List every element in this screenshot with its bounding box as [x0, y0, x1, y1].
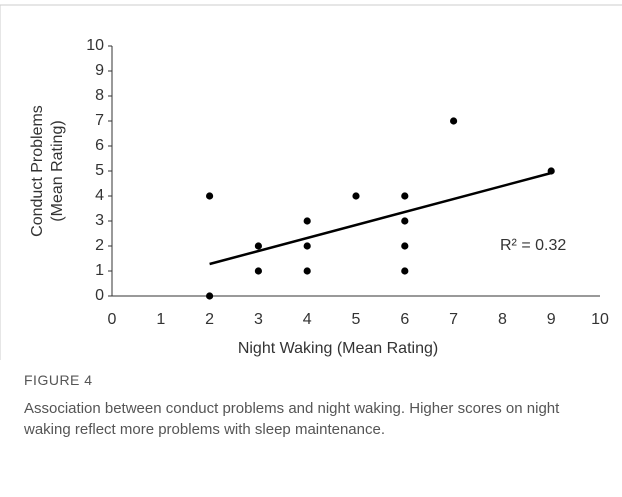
y-tick-label: 2 [95, 237, 104, 254]
x-tick-label: 10 [591, 311, 609, 328]
point [254, 267, 262, 275]
x-tick-label: 6 [400, 311, 409, 328]
y-tick-label: 4 [95, 187, 104, 204]
caption-text: Association between conduct problems and… [24, 400, 560, 438]
y-tick-label: 8 [95, 87, 104, 104]
caption-label: FIGURE 4 [24, 372, 93, 388]
point [303, 217, 311, 225]
point [401, 242, 409, 250]
x-tick-label: 7 [449, 311, 458, 328]
x-tick-label: 1 [156, 311, 165, 328]
point [303, 242, 311, 250]
x-tick-label: 2 [205, 311, 214, 328]
point [206, 292, 214, 300]
x-tick-label: 5 [352, 311, 361, 328]
point [303, 267, 311, 275]
point [401, 267, 409, 275]
x-tick-label: 9 [547, 311, 556, 328]
x-tick-label: 0 [108, 311, 117, 328]
point [450, 117, 458, 125]
point [206, 192, 214, 200]
x-tick-label: 3 [254, 311, 263, 328]
trendline [209, 171, 552, 266]
point [401, 192, 409, 200]
point [254, 242, 262, 250]
y-axis-title: (Mean Rating) [49, 120, 66, 221]
y-axis-title: Conduct Problems [29, 105, 46, 237]
y-tick-label: 7 [95, 112, 104, 129]
point [401, 217, 409, 225]
y-tick-label: 5 [95, 162, 104, 179]
y-tick-label: 1 [95, 262, 104, 279]
x-tick-label: 4 [303, 311, 312, 328]
y-tick-label: 0 [95, 287, 104, 304]
x-tick-label: 8 [498, 311, 507, 328]
y-tick-label: 6 [95, 137, 104, 154]
y-tick-label: 3 [95, 212, 104, 229]
y-tick-label: 9 [95, 62, 104, 79]
x-axis-title: Night Waking (Mean Rating) [238, 340, 438, 357]
y-tick-label: 10 [86, 37, 104, 54]
annotation: R² = 0.32 [500, 237, 566, 254]
chart: Night Waking (Mean Rating) Conduct Probl… [0, 4, 622, 360]
point [352, 192, 360, 200]
